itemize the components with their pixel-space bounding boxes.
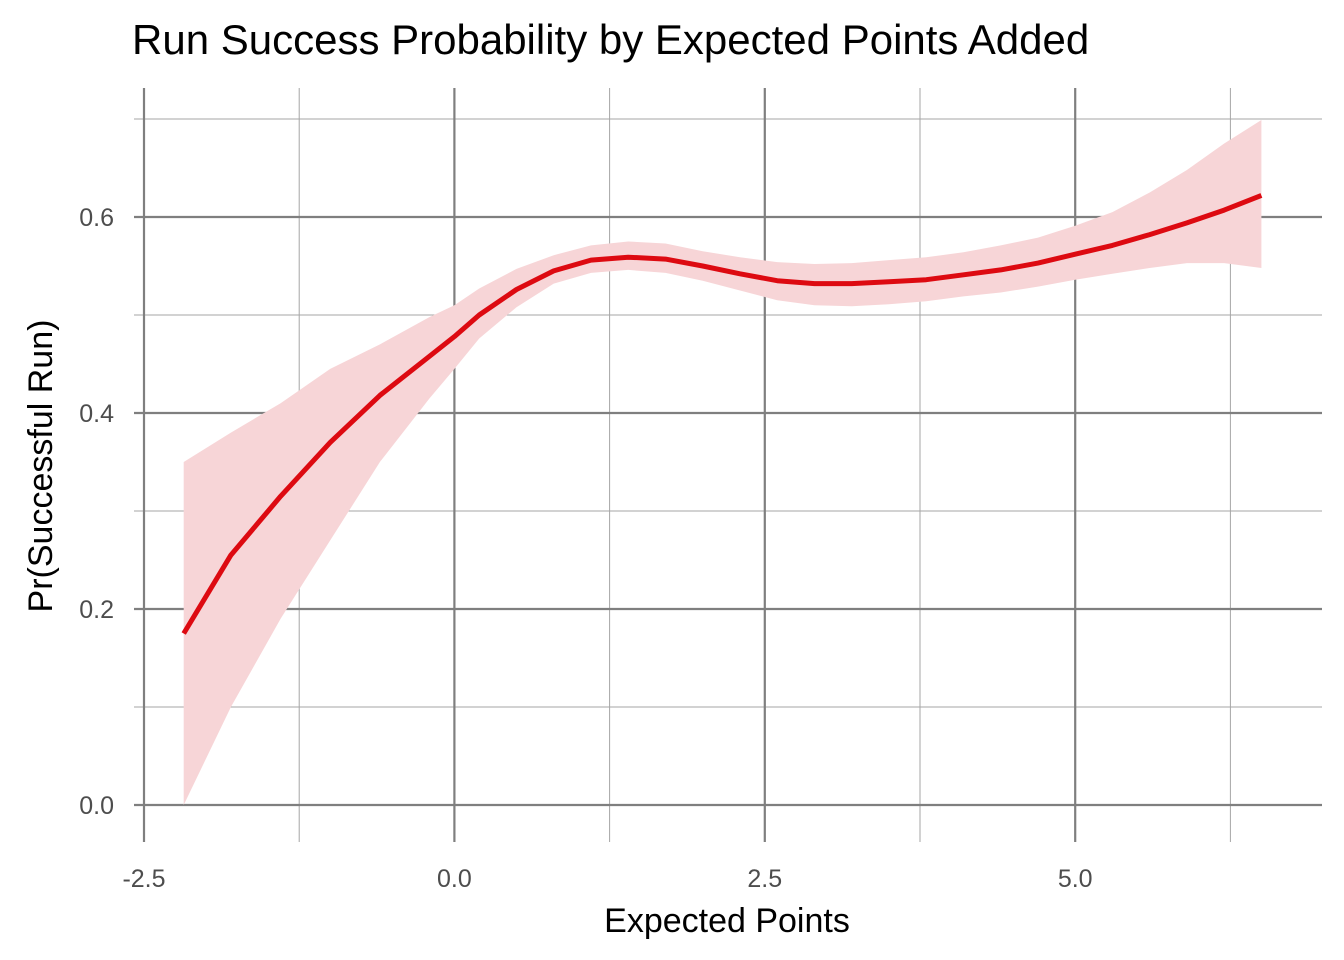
x-tick-label-3: 5.0 [1058,865,1093,893]
x-axis-label: Expected Points [604,902,850,940]
chart-title: Run Success Probability by Expected Poin… [132,16,1089,63]
y-axis-label: Pr(Successful Run) [22,320,60,613]
confidence-ribbon [183,120,1262,805]
x-tick-label-0: -2.5 [122,865,165,893]
x-tick-label-1: 0.0 [437,865,472,893]
y-tick-label-0: 0.0 [79,792,114,820]
smooth-line [181,193,1263,635]
y-axis-ticks: 0.0 0.2 0.4 0.6 [79,204,114,820]
y-tick-label-3: 0.6 [79,204,114,232]
x-tick-label-2: 2.5 [747,865,782,893]
y-tick-label-1: 0.2 [79,596,114,624]
x-axis-ticks: -2.5 0.0 2.5 5.0 [122,865,1092,893]
confidence-band [183,120,1262,805]
y-tick-label-2: 0.4 [79,400,114,428]
smooth-line-path [181,193,1263,635]
